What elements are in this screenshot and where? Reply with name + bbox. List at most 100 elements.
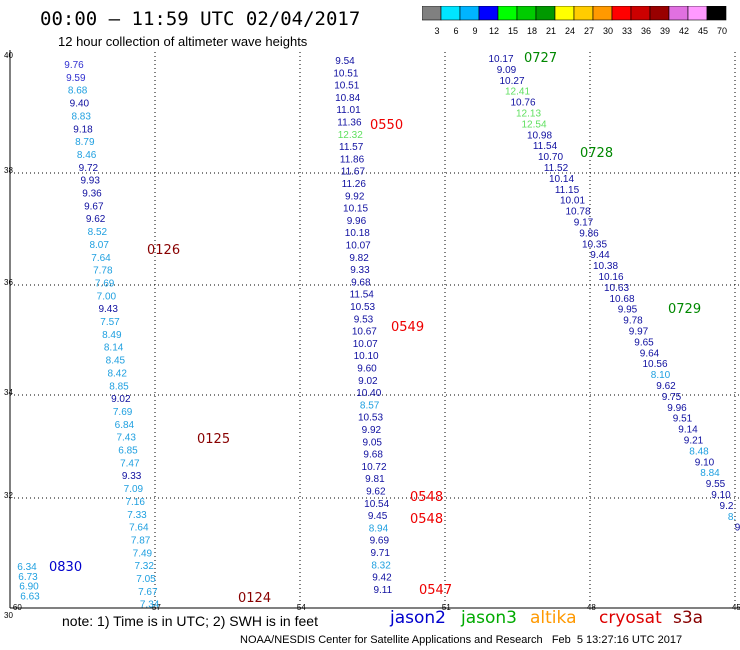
pass-time-label: 0126 bbox=[147, 243, 180, 258]
wave-height-value: 7.09 bbox=[124, 484, 144, 495]
wave-height-value: 9.05 bbox=[363, 437, 383, 448]
wave-height-value: 12.54 bbox=[521, 119, 546, 130]
page-title: 00:00 – 11:59 UTC 02/04/2017 bbox=[40, 8, 361, 30]
wave-height-value: 8.48 bbox=[689, 446, 709, 457]
legend-label: 12 bbox=[489, 26, 499, 36]
latitude-label: 32 bbox=[4, 491, 13, 500]
legend-swatch bbox=[516, 6, 537, 21]
satellite-label-s3a: s3a bbox=[673, 608, 704, 628]
longitude-label: -54 bbox=[294, 603, 306, 612]
wave-height-value: 7.00 bbox=[97, 291, 117, 302]
wave-height-value: 8. bbox=[728, 512, 736, 523]
wave-height-value: 10.56 bbox=[642, 359, 667, 370]
legend-swatch bbox=[478, 6, 499, 21]
latitude-label: 30 bbox=[4, 611, 13, 620]
wave-height-value: 6.85 bbox=[118, 446, 138, 457]
satellite-track: 9.5410.5110.5110.8411.0111.3612.3211.571… bbox=[333, 56, 392, 596]
satellite-track: 9.76 9.59 8.68 9.408.83 9.18 8.79 8.46 9.72 9.93… bbox=[64, 60, 160, 611]
legend-swatch bbox=[459, 6, 480, 21]
wave-height-value: 10.14 bbox=[549, 174, 574, 185]
wave-height-value: 9.62 bbox=[366, 487, 386, 498]
wave-height-value: 7.57 bbox=[100, 317, 120, 328]
wave-height-value: 10.63 bbox=[604, 283, 629, 294]
satellite-track: 6.346.736.906.63 bbox=[17, 562, 40, 602]
legend-swatch bbox=[630, 6, 651, 21]
wave-height-value: 8.10 bbox=[651, 370, 671, 381]
pass-time-label: 0728 bbox=[580, 146, 613, 161]
wave-height-value: 9.62 bbox=[656, 381, 676, 392]
wave-height-value: 9.78 bbox=[623, 316, 643, 327]
wave-height-value: 9.43 bbox=[98, 304, 118, 315]
wave-height-value: 10.84 bbox=[335, 93, 360, 104]
wave-height-value: 11.67 bbox=[341, 167, 366, 178]
legend-swatch bbox=[497, 6, 518, 21]
wave-height-value: 10.53 bbox=[350, 302, 375, 313]
wave-height-value: 8.85 bbox=[109, 381, 129, 392]
wave-height-value: 9.36 bbox=[82, 189, 102, 200]
legend-label: 39 bbox=[660, 26, 670, 36]
wave-height-value: 9.2 bbox=[720, 501, 734, 512]
wave-height-value: 9.21 bbox=[684, 436, 704, 447]
wave-height-value: 11.01 bbox=[336, 105, 361, 116]
wave-height-value: 9.69 bbox=[370, 536, 390, 547]
wave-height-value: 10.72 bbox=[362, 462, 387, 473]
legend-swatch bbox=[422, 6, 442, 21]
wave-height-value: 10.18 bbox=[345, 228, 370, 239]
legend-label: 24 bbox=[565, 26, 575, 36]
legend-label: 45 bbox=[698, 26, 708, 36]
wave-height-value: 9 bbox=[735, 523, 740, 534]
wave-height-value: 10.70 bbox=[538, 152, 563, 163]
wave-height-value: 9.55 bbox=[706, 479, 726, 490]
wave-height-value: 9.92 bbox=[345, 191, 365, 202]
legend-swatch bbox=[668, 6, 689, 21]
wave-height-value: 9.95 bbox=[618, 305, 638, 316]
wave-height-value: 9.09 bbox=[497, 65, 517, 76]
satellite-label-cryosat: cryosat bbox=[599, 608, 662, 628]
wave-height-value: 10.51 bbox=[334, 81, 359, 92]
wave-height-value: 9.11 bbox=[373, 585, 392, 596]
wave-height-value: 6.34 bbox=[17, 562, 37, 573]
wave-height-value: 8.14 bbox=[104, 343, 124, 354]
wave-height-value: 7.49 bbox=[133, 548, 153, 559]
wave-height-value: 9.64 bbox=[640, 348, 660, 359]
legend-label: 9 bbox=[472, 26, 477, 36]
legend-label: 6 bbox=[453, 26, 458, 36]
wave-height-value: 10.01 bbox=[560, 196, 585, 207]
wave-height-value: 9.72 bbox=[79, 163, 99, 174]
wave-height-value: 9.33 bbox=[350, 265, 370, 276]
wave-height-value: 8.42 bbox=[107, 368, 127, 379]
pass-time-label: 0548 bbox=[410, 512, 443, 527]
wave-height-value: 9.68 bbox=[351, 277, 371, 288]
wave-height-value: 9.51 bbox=[673, 414, 693, 425]
wave-height-value: 9.60 bbox=[357, 364, 377, 375]
wave-height-value: 6.90 bbox=[19, 582, 39, 593]
wave-height-value: 12.13 bbox=[516, 109, 541, 120]
legend-label: 70 bbox=[717, 26, 727, 36]
wave-height-value: 9.86 bbox=[579, 228, 599, 239]
longitude-label: -60 bbox=[10, 603, 22, 612]
legend-swatch bbox=[440, 6, 461, 21]
longitude-label: -51 bbox=[439, 603, 451, 612]
legend-swatch bbox=[706, 6, 727, 21]
satellite-label-jason2: jason2 bbox=[390, 608, 446, 628]
legend-swatch bbox=[592, 6, 613, 21]
wave-height-value: 9.02 bbox=[358, 376, 378, 387]
wave-height-value: 7.33 bbox=[127, 510, 147, 521]
wave-height-value: 10.53 bbox=[358, 413, 383, 424]
pass-time-label: 0830 bbox=[49, 560, 82, 575]
wave-height-value: 8.83 bbox=[71, 111, 91, 122]
wave-height-value: 8.32 bbox=[371, 560, 391, 571]
pass-time-label: 0549 bbox=[391, 320, 424, 335]
legend-swatch bbox=[573, 6, 594, 21]
wave-height-value: 10.98 bbox=[527, 130, 552, 141]
wave-height-value: 11.86 bbox=[340, 154, 365, 165]
wave-height-value: 9.93 bbox=[80, 176, 100, 187]
page-subtitle: 12 hour collection of altimeter wave hei… bbox=[58, 34, 308, 49]
legend-swatch bbox=[611, 6, 632, 21]
wave-height-value: 10.51 bbox=[333, 68, 358, 79]
wave-height-value: 9.54 bbox=[335, 56, 355, 67]
wave-height-value: 9.18 bbox=[73, 124, 93, 135]
wave-height-value: 8.94 bbox=[369, 523, 389, 534]
